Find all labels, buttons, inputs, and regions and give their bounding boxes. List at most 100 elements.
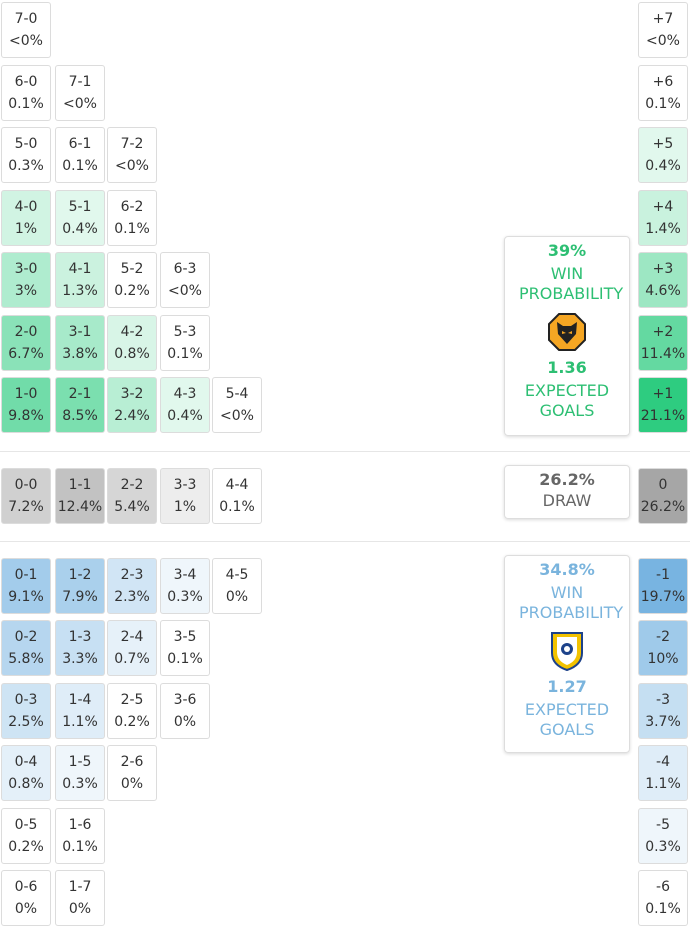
probability: 3.7% (645, 713, 681, 730)
score: 2-2 (120, 477, 144, 493)
probability: <0% (63, 95, 97, 112)
score-cell: 2-2 5.4% (107, 468, 157, 524)
score: 6-0 (14, 73, 38, 90)
score-cell: 3-3 1% (160, 468, 210, 524)
probability: 0.3% (645, 838, 681, 855)
score-cell: 4-3 0.4% (160, 377, 210, 433)
score: 5-2 (120, 261, 144, 277)
score-cell: 0-0 7.2% (1, 468, 51, 524)
probability: 0.1% (8, 95, 44, 112)
score-cell: 1-1 12.4% (55, 468, 105, 524)
probability: 2.3% (114, 589, 150, 605)
probability: 0.8% (114, 345, 150, 362)
probability: 9.8% (8, 408, 44, 424)
probability: 2.4% (114, 408, 150, 424)
score: -6 (656, 879, 670, 895)
probability: 21.1% (640, 408, 686, 424)
score-cell: 0-3 2.5% (1, 682, 51, 739)
home-xg: 1.36 (547, 358, 587, 377)
score-cell: 2-0 6.7% (1, 314, 51, 371)
score: +4 (652, 198, 674, 215)
score-cell: 2-1 8.5% (55, 377, 105, 433)
score: 2-5 (120, 691, 144, 708)
score-cell: 0-2 5.8% (1, 620, 51, 677)
probability: 0% (14, 901, 38, 917)
away-xg: 1.27 (547, 677, 587, 696)
score-cell: 1-3 3.3% (55, 620, 105, 677)
score: +1 (652, 386, 674, 402)
away-xg-label: EXPECTED GOALS (524, 700, 610, 739)
score: 1-2 (68, 567, 92, 583)
probability: <0% (220, 408, 254, 424)
margin-cell: +3 4.6% (638, 252, 688, 308)
score: +2 (652, 323, 674, 340)
score: +3 (652, 261, 674, 277)
score: 3-5 (173, 629, 197, 646)
probability: 1.3% (62, 283, 98, 299)
draw-summary: 26.2% DRAW (504, 465, 630, 519)
home-logo (548, 313, 586, 351)
score-cell: 2-3 2.3% (107, 558, 157, 614)
draw-pct: 26.2% (539, 470, 595, 489)
score: 4-5 (225, 567, 249, 583)
score: 5-0 (14, 136, 38, 152)
score: 2-6 (120, 754, 144, 771)
score: 0-0 (14, 477, 38, 493)
probability: 9.1% (8, 589, 44, 605)
score: -2 (656, 629, 670, 646)
score: 1-6 (68, 816, 92, 833)
probability: 0.7% (114, 651, 150, 668)
probability: 4.6% (645, 283, 681, 299)
probability: 0.4% (62, 220, 98, 237)
probability: 5.8% (8, 651, 44, 668)
probability: 0.4% (645, 158, 681, 174)
score: 3-1 (68, 323, 92, 340)
score: 0-6 (14, 879, 38, 895)
score: -4 (656, 754, 670, 771)
score: 2-0 (14, 323, 38, 340)
score: 6-3 (173, 261, 197, 277)
probability: 1.4% (645, 220, 681, 237)
probability: 0.3% (8, 158, 44, 174)
probability: 3.3% (62, 651, 98, 668)
score-cell: 3-0 3% (1, 252, 51, 308)
probability: 5.4% (114, 499, 150, 515)
draw-label: DRAW (542, 491, 592, 510)
score-cell: 4-1 1.3% (55, 252, 105, 308)
probability: 12.4% (57, 499, 103, 515)
score: +5 (652, 136, 674, 152)
score: 1-0 (14, 386, 38, 402)
probability: 0.2% (114, 713, 150, 730)
probability: 0.1% (219, 499, 255, 515)
margin-cell: -6 0.1% (638, 870, 688, 926)
score-cell: 2-6 0% (107, 745, 157, 802)
score-cell: 1-0 9.8% (1, 377, 51, 433)
probability: 1.1% (645, 776, 681, 793)
probability: 7.9% (62, 589, 98, 605)
probability: 0.8% (8, 776, 44, 793)
probability: <0% (9, 33, 43, 49)
score-cell: 4-0 1% (1, 189, 51, 246)
home-xg-label: EXPECTED GOALS (524, 381, 610, 420)
score-cell: 3-6 0% (160, 682, 210, 739)
probability: 0.1% (167, 345, 203, 362)
score: 1-3 (68, 629, 92, 646)
probability: 10% (647, 651, 679, 668)
score: -3 (656, 691, 670, 708)
margin-cell: -5 0.3% (638, 807, 688, 864)
score-cell: 0-5 0.2% (1, 807, 51, 864)
probability: 3% (14, 283, 38, 299)
score-cell: 4-2 0.8% (107, 314, 157, 371)
separator (0, 541, 690, 542)
score: +6 (652, 73, 674, 90)
margin-cell: 0 26.2% (638, 468, 688, 524)
probability: 1.1% (62, 713, 98, 730)
away-logo (551, 632, 583, 671)
probability: 0% (173, 713, 197, 730)
score: 0-1 (14, 567, 38, 583)
score-cell: 1-6 0.1% (55, 807, 105, 864)
margin-cell: +5 0.4% (638, 127, 688, 183)
probability: 1% (173, 499, 197, 515)
probability: 6.7% (8, 345, 44, 362)
score-cell: 6-2 0.1% (107, 189, 157, 246)
